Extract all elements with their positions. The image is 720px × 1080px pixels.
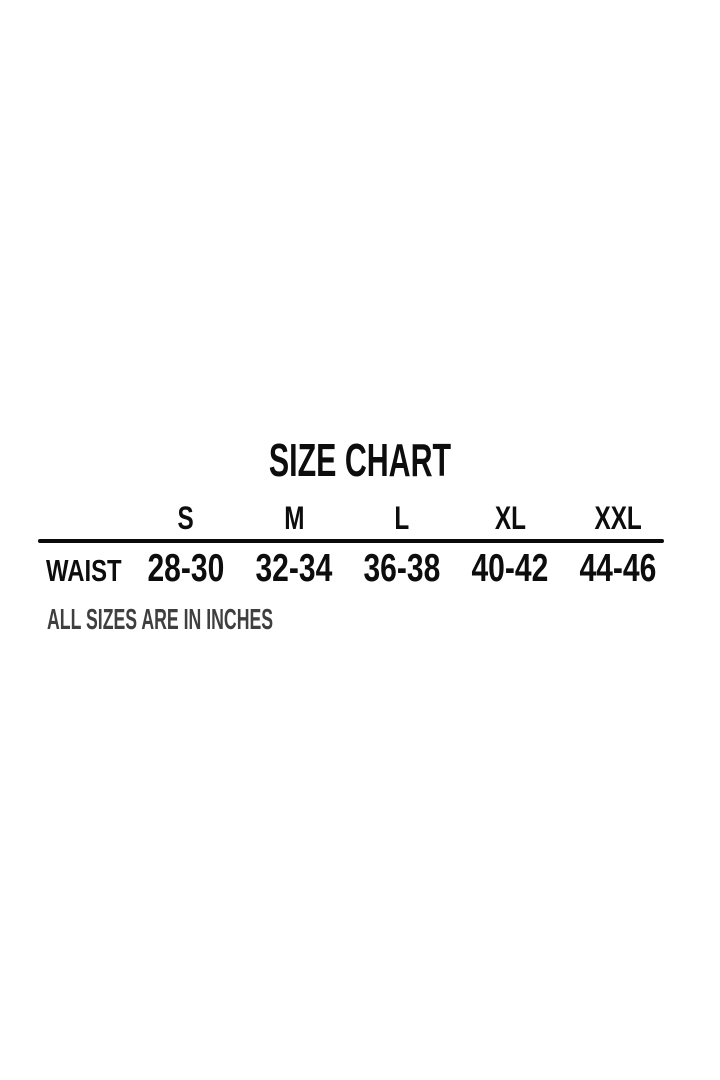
size-table-header-row: S M L XL XXL <box>38 502 672 534</box>
size-column-header-m: M <box>240 502 348 534</box>
size-column-header-s: S <box>132 502 240 534</box>
size-column-header-xxl-label: XXL <box>594 500 642 536</box>
waist-value-s-text: 28-30 <box>147 547 225 590</box>
waist-value-s: 28-30 <box>132 549 240 588</box>
waist-value-m-text: 32-34 <box>255 547 333 590</box>
units-note: ALL SIZES ARE IN INCHES <box>47 606 418 635</box>
waist-row: WAIST 28-30 32-34 36-38 40-42 44-46 <box>38 549 672 588</box>
size-column-header-s-label: S <box>177 500 195 536</box>
size-column-header-m-label: M <box>283 500 305 536</box>
waist-value-xxl-text: 44-46 <box>579 547 657 590</box>
size-column-header-xl: XL <box>456 502 564 534</box>
header-spacer-cell <box>38 502 132 534</box>
page-title: SIZE CHART <box>0 437 720 483</box>
size-column-header-l: L <box>348 502 456 534</box>
size-column-header-xl-label: XL <box>494 500 526 536</box>
waist-row-header-cell: WAIST <box>38 555 132 586</box>
size-table: S M L XL XXL WAIST 28-30 32-3 <box>38 0 672 660</box>
waist-row-header-label: WAIST <box>46 553 122 588</box>
page-title-text: SIZE CHART <box>268 434 452 486</box>
size-column-header-l-label: L <box>394 500 410 536</box>
waist-value-xxl: 44-46 <box>564 549 672 588</box>
size-column-header-xxl: XXL <box>564 502 672 534</box>
waist-value-m: 32-34 <box>240 549 348 588</box>
waist-value-xl-text: 40-42 <box>471 547 549 590</box>
header-divider-line <box>38 539 664 543</box>
waist-value-l: 36-38 <box>348 549 456 588</box>
waist-value-l-text: 36-38 <box>363 547 441 590</box>
units-note-text: ALL SIZES ARE IN INCHES <box>47 604 274 636</box>
waist-value-xl: 40-42 <box>456 549 564 588</box>
